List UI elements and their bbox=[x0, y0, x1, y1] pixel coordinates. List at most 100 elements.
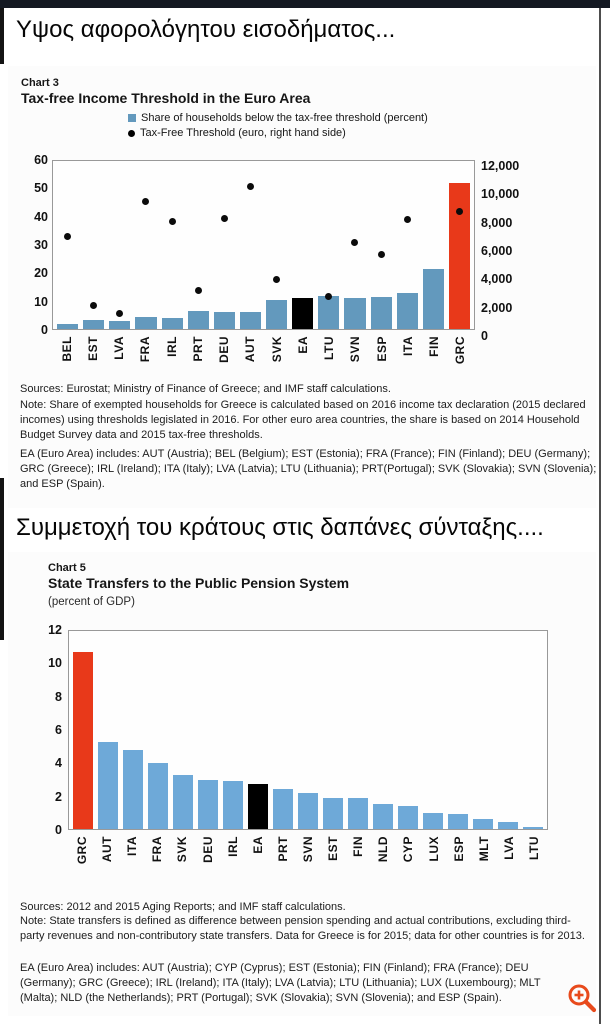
chart5-xlabel-svn: SVN bbox=[301, 836, 316, 863]
chart3-threshold-dot-fra bbox=[142, 198, 150, 206]
chart3-xlabel-fra: FRA bbox=[138, 336, 153, 363]
chart3-title: Tax-free Income Threshold in the Euro Ar… bbox=[21, 90, 311, 106]
chart3-threshold-dot-ita bbox=[403, 216, 411, 224]
chart5-bar-deu bbox=[198, 631, 218, 829]
chart5-xlabel-deu: DEU bbox=[200, 836, 215, 863]
chart5-bar-grc bbox=[73, 631, 93, 829]
chart3-bar-lva bbox=[109, 161, 131, 329]
chart3-ytick: 12,000 bbox=[481, 159, 520, 173]
chart3-figure: Chart 3 Tax-free Income Threshold in the… bbox=[8, 66, 596, 508]
chart5-subtitle: (percent of GDP) bbox=[48, 596, 135, 608]
chart5-bar-ita bbox=[123, 631, 143, 829]
chart3-ytick: 0 bbox=[41, 323, 48, 337]
chart3-ytick: 4,000 bbox=[481, 272, 513, 287]
chart5-plot bbox=[68, 630, 548, 830]
chart5-sources: Sources: 2012 and 2015 Aging Reports; an… bbox=[20, 901, 346, 913]
chart5-bar-nld bbox=[373, 631, 393, 829]
chart3-threshold-dot-prt bbox=[194, 287, 202, 294]
chart3-bar-ita bbox=[396, 161, 418, 329]
legend-dot-icon bbox=[128, 129, 135, 137]
chart5-bar-fin bbox=[348, 631, 368, 829]
chart3-bar-ltu bbox=[318, 161, 340, 329]
chart3-bar-deu bbox=[213, 161, 235, 329]
chart3-ytick: 50 bbox=[34, 181, 48, 196]
chart3-threshold-dot-svn bbox=[351, 238, 359, 246]
chart5-xlabel-mlt: MLT bbox=[476, 836, 491, 862]
chart5-figure: Chart 5 State Transfers to the Public Pe… bbox=[8, 552, 596, 1016]
chart5-xlabel-ea: EA bbox=[250, 836, 265, 854]
chart5-xlabel-nld: NLD bbox=[376, 836, 391, 863]
chart3-bar-aut bbox=[239, 161, 261, 329]
chart3-threshold-dot-est bbox=[90, 301, 98, 309]
chart5-ytick: 4 bbox=[55, 756, 62, 771]
chart5-xlabels: GRC AUT ITA FRA SVK DEU IRL EA PRT SVN EST FIN NLD CY… bbox=[68, 834, 548, 890]
chart5-bar-ea bbox=[248, 631, 268, 829]
chart5-bar-svn bbox=[298, 631, 318, 829]
magnifier-plus-icon bbox=[566, 984, 598, 1017]
chart3-label: Chart 3 bbox=[21, 77, 59, 89]
chart3-xlabel-bel: BEL bbox=[59, 336, 74, 362]
chart3-bar-irl bbox=[161, 161, 183, 329]
chart3-ytick: 10 bbox=[34, 294, 48, 309]
chart3-bar-fin bbox=[422, 161, 444, 329]
chart3-bar-esp bbox=[370, 161, 392, 329]
chart3-threshold-dot-lva bbox=[116, 310, 124, 318]
chart5-xlabel-lux: LUX bbox=[426, 836, 441, 862]
chart3-bar-est bbox=[83, 161, 105, 329]
chart3-xlabel-ita: ITA bbox=[400, 336, 415, 356]
chart5-note: Note: State transfers is defined as diff… bbox=[20, 915, 585, 942]
chart5-xlabel-ita: ITA bbox=[125, 836, 140, 856]
chart5-xlabel-fra: FRA bbox=[150, 836, 165, 863]
chart5-title: State Transfers to the Public Pension Sy… bbox=[48, 575, 350, 591]
chart3-xlabel-prt: PRT bbox=[190, 336, 205, 362]
chart3-bar-prt bbox=[187, 161, 209, 329]
chart5-xlabel-prt: PRT bbox=[275, 836, 290, 862]
article-heading-pension-transfers: Συμμετοχή του κράτους στις δαπάνες σύντα… bbox=[16, 514, 544, 541]
chart3-ytick: 30 bbox=[34, 238, 48, 252]
chart3-xlabel-ea: EA bbox=[295, 336, 310, 354]
chart3-xlabel-svk: SVK bbox=[269, 336, 284, 363]
chart5-bar-cyp bbox=[398, 631, 418, 829]
chart3-xlabel-esp: ESP bbox=[374, 336, 389, 362]
legend-row-dots: Tax-Free Threshold (euro, right hand sid… bbox=[128, 127, 428, 139]
chart5-xlabel-cyp: CYP bbox=[401, 836, 416, 863]
chart3-ytick: 60 bbox=[34, 153, 48, 167]
page-right-border bbox=[599, 8, 601, 1024]
chart5-xlabel-fin: FIN bbox=[351, 836, 366, 857]
chart5-bar-prt bbox=[273, 631, 293, 829]
chart3-threshold-dot-ltu bbox=[325, 292, 333, 300]
browser-top-bar bbox=[0, 0, 610, 8]
chart3-bar-svk bbox=[266, 161, 288, 329]
chart5-xlabel-lva: LVA bbox=[501, 836, 516, 860]
chart5-ytick: 12 bbox=[48, 623, 62, 637]
article-heading-income-threshold: Υψος αφορολόγητου εισοδήματος... bbox=[16, 16, 396, 43]
chart3-ytick: 40 bbox=[34, 209, 48, 224]
chart5-bar-esp bbox=[448, 631, 468, 829]
chart3-plot bbox=[52, 160, 475, 330]
chart3-bar-fra bbox=[135, 161, 157, 329]
chart5-xlabel-ltu: LTU bbox=[527, 836, 542, 860]
chart5-bar-fra bbox=[148, 631, 168, 829]
chart3-bar-ea bbox=[292, 161, 314, 329]
zoom-in-button[interactable] bbox=[566, 982, 598, 1014]
chart3-xlabel-lva: LVA bbox=[112, 336, 127, 360]
chart5-ytick: 0 bbox=[55, 823, 62, 837]
chart5-xlabel-svk: SVK bbox=[175, 836, 190, 863]
chart3-left-axis: 60 50 40 30 20 10 0 bbox=[14, 153, 48, 337]
chart3-threshold-dot-aut bbox=[246, 182, 254, 190]
chart5-xlabel-grc: GRC bbox=[75, 836, 90, 865]
chart3-ytick: 10,000 bbox=[481, 187, 520, 202]
chart3-threshold-dot-svk bbox=[273, 275, 281, 283]
chart5-xlabel-est: EST bbox=[326, 836, 341, 861]
chart3-ytick: 0 bbox=[481, 329, 488, 343]
chart5-ytick: 10 bbox=[48, 656, 62, 671]
chart3-ytick: 2,000 bbox=[481, 300, 513, 315]
chart5-ytick: 6 bbox=[55, 723, 62, 737]
chart3-threshold-dot-irl bbox=[168, 217, 176, 225]
chart3-ea-note: EA (Euro Area) includes: AUT (Austria); … bbox=[20, 448, 597, 490]
chart3-xlabel-aut: AUT bbox=[243, 336, 258, 363]
chart5-bar-irl bbox=[223, 631, 243, 829]
chart3-xlabel-svn: SVN bbox=[348, 336, 363, 363]
chart3-right-axis: 12,000 10,000 8,000 6,000 4,000 2,000 0 bbox=[481, 159, 537, 343]
